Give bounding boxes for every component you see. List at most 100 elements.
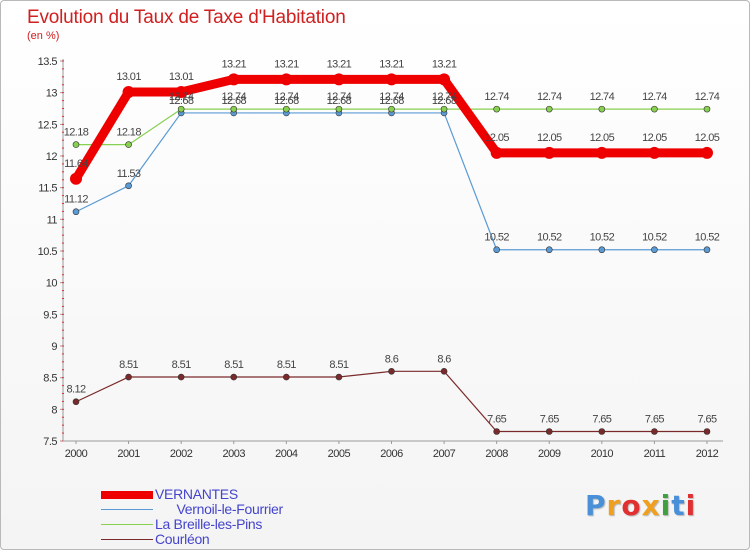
data-label: 8.51 — [329, 359, 348, 371]
chart-subtitle: (en %) — [27, 30, 60, 42]
y-tick-label: 11 — [47, 214, 58, 226]
y-tick-label: 13 — [46, 88, 58, 100]
data-point — [545, 428, 553, 435]
x-tick-label: 2012 — [696, 448, 719, 460]
data-point — [125, 141, 132, 148]
data-point — [230, 105, 238, 113]
data-point — [72, 141, 80, 148]
data-point — [493, 428, 500, 435]
data-point — [280, 73, 293, 86]
x-tick-label: 2007 — [433, 448, 456, 460]
data-point — [545, 105, 553, 113]
data-label: 12.74 — [169, 91, 194, 103]
data-label: 12.74 — [432, 91, 457, 103]
data-point — [651, 105, 658, 113]
data-label: 12.05 — [695, 132, 720, 144]
data-label: 13.21 — [379, 58, 404, 70]
data-label: 7.65 — [592, 414, 611, 426]
x-tick-label: 2002 — [170, 448, 193, 460]
legend-swatch — [101, 523, 153, 526]
data-label: 11.53 — [117, 168, 141, 180]
data-point — [332, 73, 345, 86]
x-tick-label: 2010 — [591, 448, 614, 460]
data-point — [72, 398, 80, 406]
x-tick-label: 2008 — [485, 448, 508, 460]
data-label: 13.21 — [274, 58, 299, 70]
data-label: 12.74 — [695, 91, 720, 103]
data-label: 7.65 — [645, 414, 664, 426]
data-label: 12.68 — [274, 95, 299, 107]
data-point — [651, 246, 658, 254]
series-line — [75, 370, 708, 433]
y-tick-label: 13.5 — [38, 56, 58, 68]
logo-letter: r — [606, 489, 622, 522]
data-label: 12.05 — [590, 132, 615, 144]
logo-letter: t — [671, 489, 686, 522]
data-label: 8.6 — [437, 353, 451, 365]
y-tick-label: 10.5 — [38, 246, 58, 258]
data-label: 10.52 — [590, 232, 615, 244]
data-label: 8.51 — [277, 359, 296, 371]
data-label: 12.74 — [274, 91, 299, 103]
data-point — [490, 146, 503, 159]
data-label: 10.52 — [537, 232, 562, 244]
data-point — [385, 73, 398, 86]
y-tick-label: 9 — [51, 341, 57, 353]
data-label: 7.65 — [697, 414, 716, 426]
data-point — [335, 105, 343, 113]
x-tick-label: 2001 — [117, 448, 140, 460]
data-label: 13.21 — [221, 58, 246, 70]
x-tick-label: 2005 — [328, 448, 351, 460]
data-label: 12.68 — [327, 95, 352, 107]
data-point — [545, 246, 553, 254]
data-label: 10.52 — [695, 232, 720, 244]
data-label: 12.18 — [64, 127, 89, 139]
data-point — [125, 182, 132, 190]
logo-letter: i — [685, 489, 697, 522]
data-label: 11.12 — [64, 194, 88, 206]
data-point — [283, 373, 290, 381]
data-point — [227, 73, 240, 86]
data-point — [230, 373, 238, 381]
data-point — [388, 368, 395, 375]
x-tick-label: 2000 — [65, 448, 88, 460]
y-tick-label: 10 — [46, 278, 58, 290]
y-tick-label: 7.5 — [43, 436, 57, 448]
series-0 — [70, 73, 713, 185]
data-label: 13.01 — [169, 71, 194, 83]
data-label: 12.74 — [327, 91, 352, 103]
data-label: 8.12 — [66, 384, 85, 396]
legend-swatch — [101, 538, 153, 541]
y-tick-label: 11.5 — [38, 183, 57, 195]
data-point — [122, 86, 135, 99]
data-point — [438, 73, 451, 86]
data-label: 12.74 — [379, 91, 404, 103]
data-label: 7.65 — [487, 414, 506, 426]
legend-swatch — [101, 490, 153, 499]
series-2 — [72, 105, 711, 148]
data-label: 12.68 — [432, 95, 457, 107]
y-tick-label: 8 — [51, 404, 57, 416]
data-label: 12.18 — [116, 127, 141, 139]
y-tick-label: 8.5 — [43, 373, 57, 385]
data-point — [70, 172, 82, 185]
legend-swatch — [101, 508, 153, 511]
y-tick-label: 12 — [46, 151, 58, 163]
data-label: 12.74 — [537, 91, 562, 103]
data-point — [388, 105, 395, 113]
legend-label: Vernoil-le-Fourrier — [155, 501, 284, 517]
data-point — [177, 373, 185, 381]
data-label: 13.21 — [327, 58, 352, 70]
data-point — [440, 105, 448, 113]
x-tick-label: 2011 — [644, 448, 666, 460]
series-1 — [72, 109, 711, 254]
x-tick-label: 2009 — [538, 448, 561, 460]
chart-title: Evolution du Taux de Taxe d'Habitation — [27, 7, 346, 28]
data-label: 12.74 — [590, 91, 615, 103]
data-point — [440, 368, 448, 375]
data-point — [493, 105, 500, 113]
y-tick-label: 9.5 — [43, 309, 57, 321]
data-label: 12.68 — [169, 95, 194, 107]
data-point — [595, 146, 608, 159]
